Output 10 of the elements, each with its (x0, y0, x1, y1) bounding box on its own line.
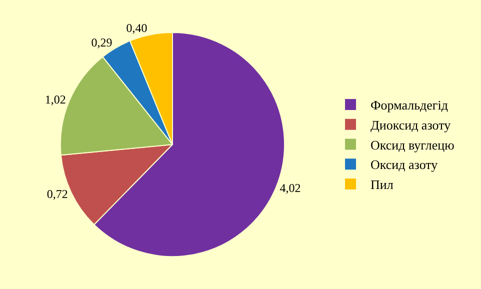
data-label: 4,02 (280, 180, 301, 195)
legend-label: Диоксид азоту (370, 117, 452, 132)
legend-label: Оксид азоту (370, 157, 438, 172)
legend-label: Пил (370, 177, 394, 192)
legend-label: Формальдегід (370, 98, 448, 113)
data-label: 0,40 (126, 20, 148, 35)
data-label: 1,02 (44, 92, 66, 107)
data-label: 0,72 (46, 187, 68, 202)
legend-label: Оксид вуглецю (370, 137, 455, 152)
data-label: 0,29 (91, 36, 112, 50)
